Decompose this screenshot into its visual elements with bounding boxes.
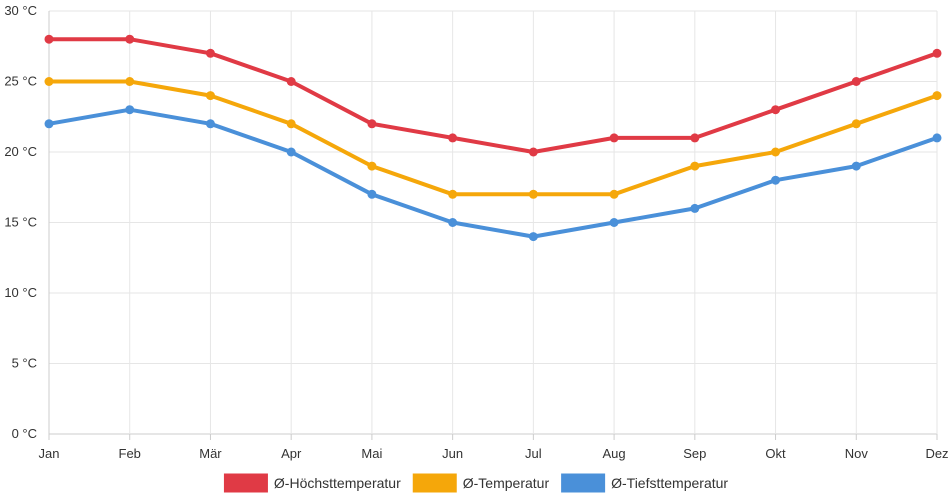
data-point[interactable] (609, 189, 619, 199)
data-point[interactable] (367, 161, 377, 171)
legend-item-3[interactable]: Ø-Tiefsttemperatur (561, 473, 728, 493)
legend-item-2[interactable]: Ø-Temperatur (412, 473, 550, 493)
data-point[interactable] (771, 175, 781, 185)
series-line (47, 37, 939, 154)
data-point[interactable] (205, 48, 215, 58)
data-point[interactable] (851, 119, 861, 129)
y-tick-label: 10 °C (4, 285, 37, 300)
series-1 (44, 34, 942, 157)
data-point[interactable] (771, 147, 781, 157)
data-point[interactable] (205, 119, 215, 129)
data-point[interactable] (448, 218, 458, 227)
data-point[interactable] (528, 147, 538, 157)
data-point[interactable] (609, 133, 619, 143)
x-tick-label: Feb (119, 446, 141, 461)
grid (48, 10, 938, 435)
data-point[interactable] (851, 77, 861, 86)
data-point[interactable] (44, 77, 54, 86)
x-tick-label: Jan (39, 446, 60, 461)
x-tick-label: Aug (603, 446, 626, 461)
legend-swatch (412, 473, 457, 493)
series-3 (44, 105, 942, 242)
series-line (47, 107, 939, 239)
legend-item-1[interactable]: Ø-Höchsttemperatur (223, 473, 401, 493)
y-tick-label: 30 °C (4, 3, 37, 18)
data-point[interactable] (286, 147, 296, 157)
x-tick-label: Okt (765, 446, 786, 461)
data-point[interactable] (205, 91, 215, 101)
data-point[interactable] (125, 34, 135, 44)
data-point[interactable] (932, 91, 942, 101)
legend-label: Ø-Temperatur (463, 475, 550, 491)
x-tick-label: Mai (361, 446, 382, 461)
data-point[interactable] (44, 34, 54, 44)
data-point[interactable] (932, 48, 942, 58)
x-tick-label: Apr (281, 446, 302, 461)
data-point[interactable] (851, 161, 861, 171)
data-point[interactable] (367, 119, 377, 129)
data-point[interactable] (932, 133, 942, 143)
data-point[interactable] (690, 203, 700, 213)
data-point[interactable] (771, 105, 781, 115)
x-tick-label: Jul (525, 446, 542, 461)
series-lines (44, 34, 942, 242)
data-point[interactable] (125, 77, 135, 86)
data-point[interactable] (367, 189, 377, 199)
axes: 0 °C 5 °C 10 °C 15 °C 20 °C 25 °C 30 °C Jan Feb M… (4, 3, 948, 461)
legend: Ø-Höchsttemperatur Ø-Temperatur Ø-Tiefstte… (223, 473, 728, 493)
y-tick-label: 15 °C (4, 215, 37, 230)
x-tick-label: Nov (845, 446, 869, 461)
y-tick-label: 20 °C (4, 144, 37, 159)
x-tick-label: Jun (442, 446, 463, 461)
data-point[interactable] (690, 161, 700, 171)
data-point[interactable] (690, 133, 700, 143)
data-point[interactable] (448, 133, 458, 143)
x-tick-label: Mär (199, 446, 222, 461)
legend-swatch (223, 473, 268, 493)
y-tick-label: 0 °C (12, 426, 37, 441)
data-point[interactable] (44, 119, 54, 129)
data-point[interactable] (609, 218, 619, 227)
y-tick-label: 25 °C (4, 74, 37, 89)
x-tick-label: Sep (683, 446, 706, 461)
legend-label: Ø-Tiefsttemperatur (611, 475, 728, 491)
legend-label: Ø-Höchsttemperatur (274, 475, 401, 491)
data-point[interactable] (448, 189, 458, 199)
data-point[interactable] (286, 119, 296, 129)
data-point[interactable] (528, 232, 538, 242)
data-point[interactable] (286, 77, 296, 86)
series-2 (44, 77, 942, 199)
legend-swatch (561, 473, 606, 493)
y-tick-label: 5 °C (12, 356, 37, 371)
x-tick-label: Dez (925, 446, 948, 461)
series-line (47, 79, 939, 197)
data-point[interactable] (125, 105, 135, 115)
data-point[interactable] (528, 189, 538, 199)
